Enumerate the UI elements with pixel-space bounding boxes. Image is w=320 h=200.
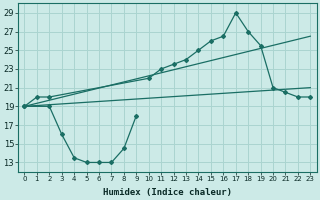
X-axis label: Humidex (Indice chaleur): Humidex (Indice chaleur) — [103, 188, 232, 197]
